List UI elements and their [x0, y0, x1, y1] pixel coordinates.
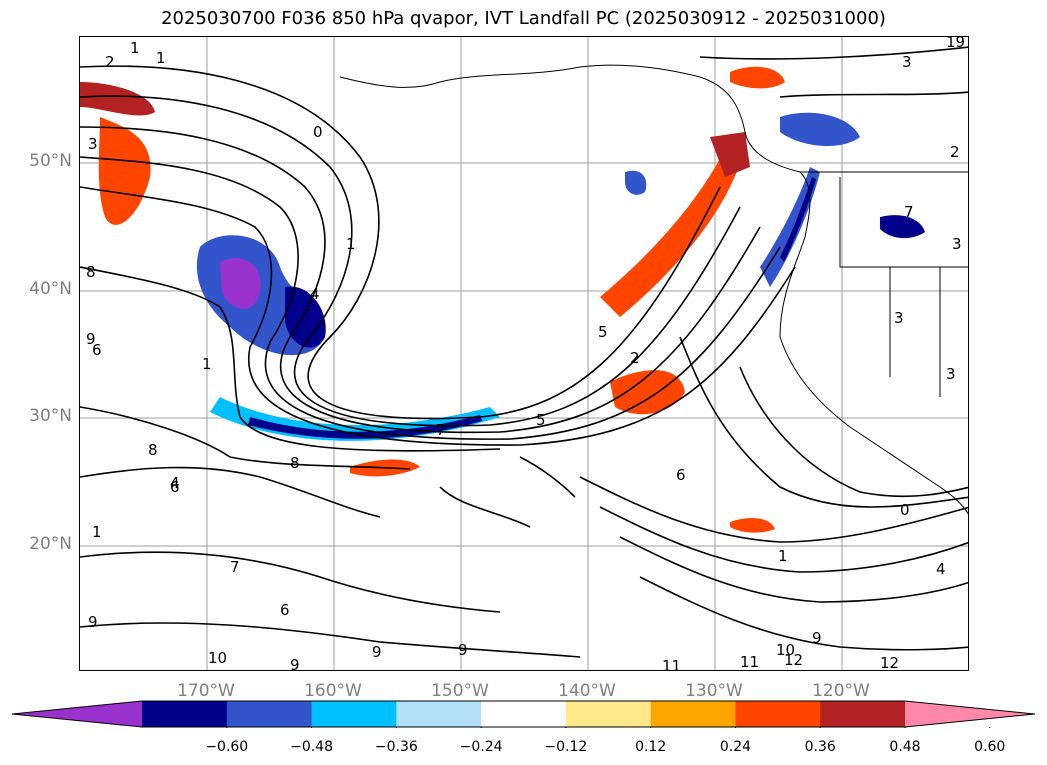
colorbar-bin [735, 701, 821, 727]
map-canvas: 2 1 1 3 0 8 9 6 1 4 5 7 8 1 8 6 1 4 7 6 … [80, 37, 968, 671]
lon-label-140w: 140°W [558, 681, 616, 701]
colorbar-tick-label: −0.36 [374, 739, 418, 755]
contour-label: 7 [904, 203, 914, 221]
contour-label: 1 [778, 547, 788, 565]
contour-label: 1 [346, 235, 356, 253]
colorbar-bin [396, 701, 482, 727]
patch-navy-band [248, 415, 482, 439]
colorbar-tick-label: −0.48 [290, 739, 333, 755]
contour-label: 12 [880, 654, 899, 671]
shaded-anomalies [80, 66, 925, 533]
colorbar-bin [650, 701, 736, 727]
contour-label: 8 [290, 454, 300, 472]
contour-label: 7 [436, 421, 446, 439]
contour-label: 19 [946, 37, 965, 51]
colorbar-tick-label: 0.24 [719, 739, 752, 755]
contour-label: 9 [372, 643, 382, 661]
colorbar-tick-label: 0.48 [889, 739, 921, 755]
patch-navy-inland [880, 215, 925, 239]
patch-orange-east [730, 517, 775, 533]
colorbar-extend-min [12, 701, 142, 727]
patch-navy [285, 286, 326, 348]
contour-label: 10 [776, 641, 795, 659]
contour-label: 10 [208, 649, 227, 667]
contour-label: 6 [92, 341, 102, 359]
patch-red-nw [80, 82, 155, 116]
contour-label: 3 [946, 365, 956, 383]
colorbar-bin [565, 701, 652, 727]
contour-label: 11 [740, 653, 759, 671]
lon-label-150w: 150°W [431, 681, 489, 701]
lon-label-160w: 160°W [304, 681, 362, 701]
patch-red-ne [730, 66, 785, 89]
contour-label: 9 [86, 330, 96, 348]
contour-label: 1 [92, 523, 102, 541]
lon-label-130w: 130°W [685, 681, 743, 701]
patch-violet [220, 258, 261, 309]
contours [80, 46, 968, 658]
contour-label: 12 [784, 651, 803, 669]
contour-label: 3 [902, 53, 912, 71]
contour-label: 6 [676, 466, 686, 484]
contour-label: 5 [536, 411, 546, 429]
lon-label-120w: 120°W [812, 681, 870, 701]
colorbar-bin [820, 701, 906, 727]
patch-navy-coast [780, 177, 816, 262]
patch-blue-center [625, 170, 647, 195]
colorbar-bin [226, 701, 313, 727]
contour-label: 0 [900, 501, 910, 519]
contour-label: 2 [105, 53, 115, 71]
contour-label: 5 [598, 323, 608, 341]
colorbar-extend-max [905, 701, 1035, 727]
colorbar-bin [311, 701, 397, 727]
colorbar-tick-label: 0.60 [974, 739, 1006, 755]
colorbar-bin [481, 701, 567, 727]
contour-label: 3 [952, 235, 962, 253]
contour-label: 7 [230, 558, 240, 576]
lat-label-30: 30°N [29, 406, 72, 426]
colorbar-tick-label: 0.36 [804, 739, 836, 755]
contour-label: 8 [148, 441, 158, 459]
contour-label: 11 [662, 657, 681, 671]
colorbar-tick-label: −0.24 [459, 739, 503, 755]
coastline [339, 64, 968, 515]
patch-blue-ne [780, 112, 860, 147]
contour-label: 1 [130, 39, 140, 57]
patch-red-coast [710, 132, 750, 177]
contour-label: 4 [310, 285, 320, 303]
contour-label: 9 [88, 613, 98, 631]
contour-label: 4 [936, 560, 946, 578]
contour-labels: 2 1 1 3 0 8 9 6 1 4 5 7 8 1 8 6 1 4 7 6 … [86, 37, 965, 671]
contour-label: 2 [630, 349, 640, 367]
contour-label: 2 [950, 143, 960, 161]
plot-title: 2025030700 F036 850 hPa qvapor, IVT Land… [161, 8, 886, 29]
contour-label: 9 [290, 656, 300, 671]
patch-orange-coast [600, 137, 745, 317]
contour-label: 6 [280, 601, 290, 619]
lat-label-20: 20°N [29, 534, 72, 554]
contour-label: 9 [458, 641, 468, 659]
colorbar [12, 700, 1035, 728]
patch-orange-mid [610, 370, 685, 415]
lon-label-170w: 170°W [177, 681, 235, 701]
colorbar-outline [12, 700, 1035, 728]
contour-label: 1 [202, 355, 212, 373]
map-panel: 2 1 1 3 0 8 9 6 1 4 5 7 8 1 8 6 1 4 7 6 … [79, 36, 969, 671]
contour-label: 0 [313, 123, 323, 141]
colorbar-tick-label: −0.60 [205, 739, 249, 755]
contour-label: 6 [170, 478, 180, 496]
contour-label: 9 [812, 629, 822, 647]
colorbar-bin [142, 701, 228, 727]
lat-label-50: 50°N [29, 151, 72, 171]
colorbar-tick-label: 0.12 [635, 739, 667, 755]
contour-label: 4 [170, 474, 180, 492]
lat-label-40: 40°N [29, 279, 72, 299]
patch-orange-nw [98, 117, 151, 225]
colorbar-tick-label: −0.12 [544, 739, 588, 755]
contour-label: 3 [88, 135, 98, 153]
contour-label: 1 [156, 49, 166, 67]
contour-label: 8 [86, 263, 96, 281]
contour-label: 3 [894, 309, 904, 327]
